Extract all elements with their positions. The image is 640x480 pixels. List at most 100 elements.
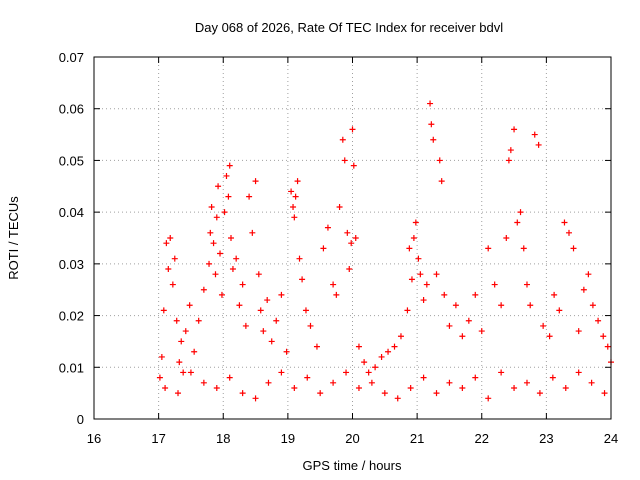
data-point (223, 172, 230, 179)
x-tick-label: 23 (539, 431, 553, 446)
x-tick-label: 21 (410, 431, 424, 446)
data-points (156, 100, 614, 402)
data-point (341, 157, 348, 164)
data-point (391, 343, 398, 350)
data-point (294, 178, 301, 185)
data-point (268, 338, 275, 345)
data-point (291, 384, 298, 391)
data-point (561, 219, 568, 226)
data-point (255, 271, 262, 278)
data-point (320, 245, 327, 252)
data-point (252, 395, 259, 402)
data-point (264, 297, 271, 304)
data-point (430, 136, 437, 143)
data-point (420, 374, 427, 381)
data-point (242, 322, 249, 329)
x-tick-label: 16 (87, 431, 101, 446)
data-point (278, 291, 285, 298)
data-point (225, 193, 232, 200)
data-point (207, 229, 214, 236)
data-point (491, 281, 498, 288)
data-point (408, 276, 415, 283)
data-point (417, 271, 424, 278)
data-point (160, 307, 167, 314)
data-point (236, 302, 243, 309)
data-point (355, 384, 362, 391)
x-tick-label: 20 (345, 431, 359, 446)
data-point (299, 276, 306, 283)
data-point (498, 302, 505, 309)
data-point (265, 379, 272, 386)
data-point (436, 157, 443, 164)
data-point (531, 131, 538, 138)
data-point (288, 188, 295, 195)
data-point (536, 390, 543, 397)
data-point (511, 384, 518, 391)
data-point (313, 343, 320, 350)
data-point (420, 297, 427, 304)
data-point (217, 250, 224, 257)
data-point (233, 255, 240, 262)
data-point (580, 286, 587, 293)
data-point (556, 307, 563, 314)
data-point (595, 317, 602, 324)
data-point (498, 369, 505, 376)
data-point (575, 369, 582, 376)
data-point (355, 343, 362, 350)
data-point (433, 390, 440, 397)
data-point (517, 209, 524, 216)
data-point (330, 281, 337, 288)
data-point (226, 374, 233, 381)
x-tick-labels: 16 17 18 19 20 21 22 23 24 (87, 431, 618, 446)
data-point (260, 328, 267, 335)
data-point (514, 219, 521, 226)
data-point (600, 333, 607, 340)
data-point (459, 384, 466, 391)
data-point (368, 379, 375, 386)
data-point (472, 374, 479, 381)
data-point (551, 291, 558, 298)
data-point (213, 214, 220, 221)
data-point (407, 384, 414, 391)
data-point (296, 255, 303, 262)
data-point (465, 317, 472, 324)
y-tick-label: 0.01 (59, 360, 84, 375)
data-point (404, 307, 411, 314)
y-tick-labels: 0 0.01 0.02 0.03 0.04 0.05 0.06 0.07 (59, 50, 84, 427)
data-point (215, 183, 222, 190)
data-point (428, 121, 435, 128)
y-tick-label: 0.05 (59, 153, 84, 168)
data-point (343, 369, 350, 376)
data-point (423, 281, 430, 288)
data-point (549, 374, 556, 381)
data-point (523, 379, 530, 386)
y-tick-label: 0.02 (59, 309, 84, 324)
data-point (178, 338, 185, 345)
data-point (304, 374, 311, 381)
data-point (478, 328, 485, 335)
data-point (229, 266, 236, 273)
data-point (156, 374, 163, 381)
data-point (165, 266, 172, 273)
data-point (503, 235, 510, 241)
data-point (427, 100, 434, 107)
data-point (336, 203, 343, 210)
data-point (175, 390, 182, 397)
data-point (239, 281, 246, 288)
data-point (350, 162, 357, 169)
data-point (257, 307, 264, 314)
data-point (158, 353, 165, 360)
data-point (397, 333, 404, 340)
data-point (173, 317, 180, 324)
data-point (163, 240, 170, 247)
data-point (339, 136, 346, 143)
data-point (570, 245, 577, 252)
data-point (540, 322, 547, 329)
data-point (446, 322, 453, 329)
data-point (585, 271, 592, 278)
y-tick-label: 0.07 (59, 50, 84, 65)
data-point (228, 235, 235, 241)
data-point (406, 245, 413, 252)
x-tick-label: 17 (151, 431, 165, 446)
data-point (292, 193, 299, 200)
